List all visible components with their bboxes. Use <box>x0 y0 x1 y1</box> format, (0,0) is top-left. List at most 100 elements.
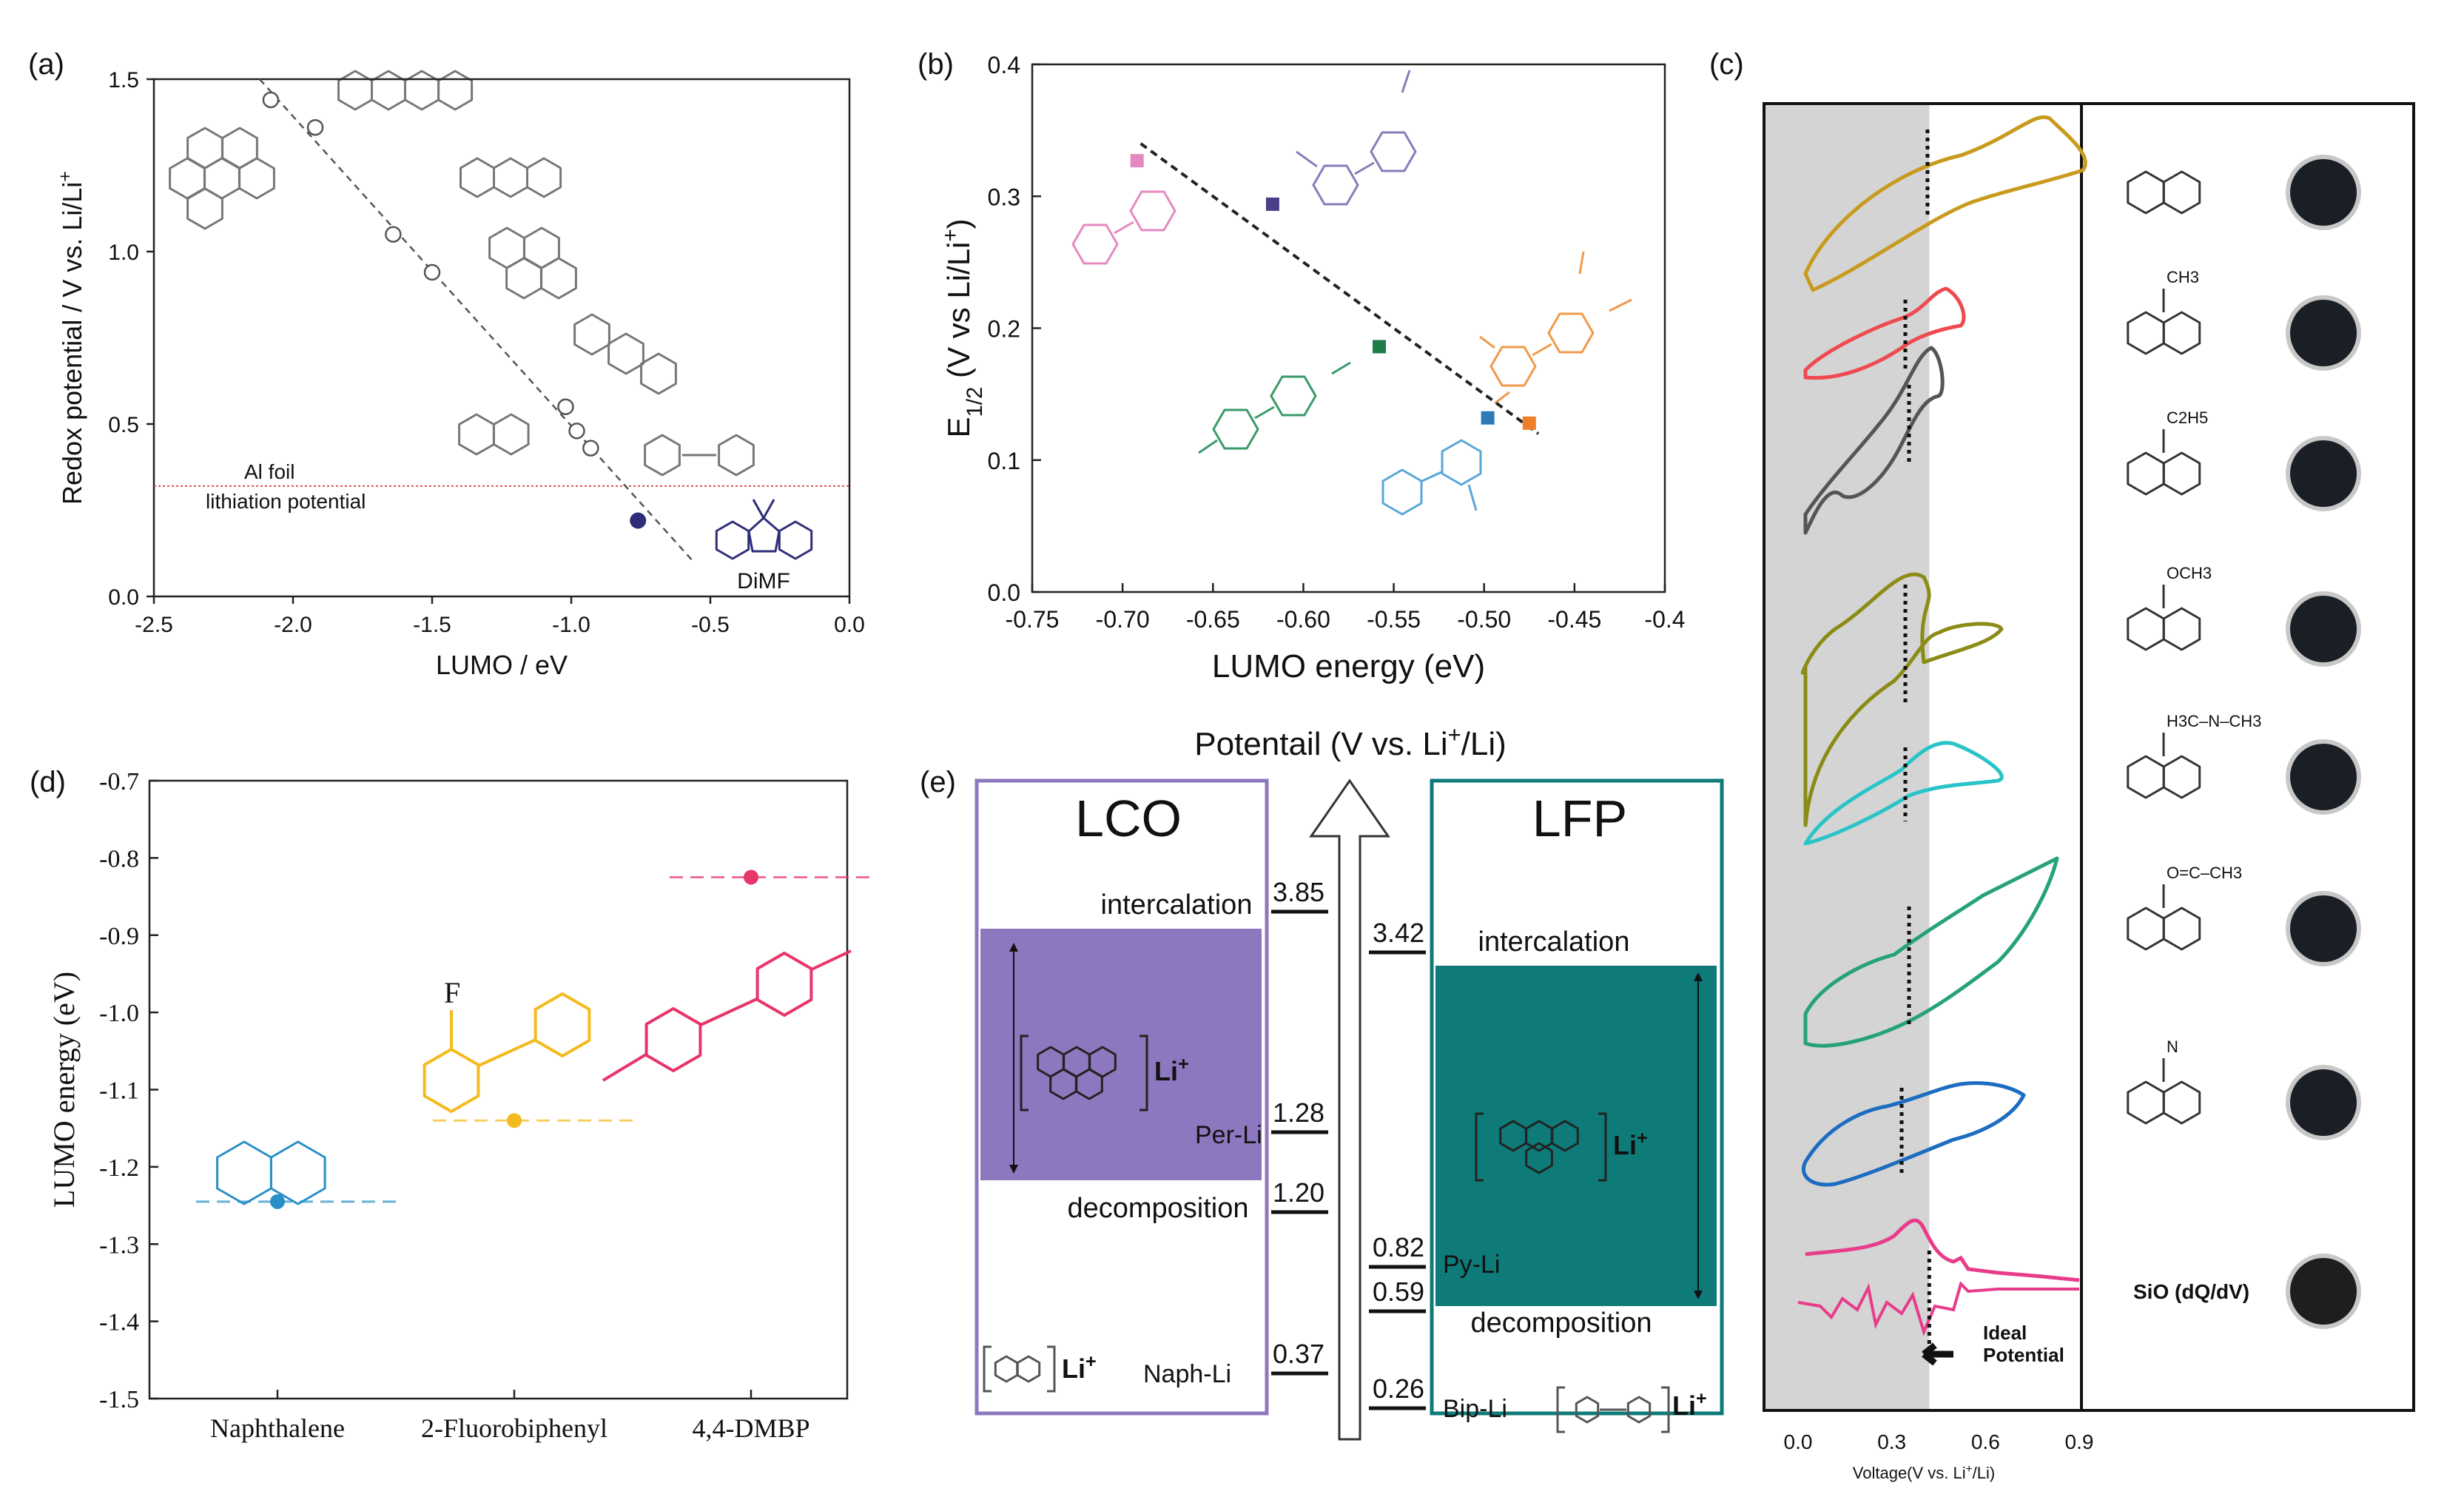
panel-b-axes: -0.75 -0.70 -0.65 -0.60 -0.55 -0.50 -0.45 -0.4 0… <box>938 52 1686 684</box>
tetracene-structure <box>337 70 474 111</box>
y-tick-label: 0.4 <box>988 52 1020 78</box>
per-li-ion: Li+ <box>1154 1054 1189 1086</box>
sio-label: SiO (dQ/dV) <box>2133 1280 2249 1303</box>
x-tick-label: -0.70 <box>1096 606 1150 633</box>
data-point <box>1265 197 1279 211</box>
lco-box <box>975 778 1269 1416</box>
benzene-ring <box>573 313 610 356</box>
cv-curve <box>1800 572 2004 827</box>
purple-biphenyl-bond <box>1354 161 1375 175</box>
x-axis-title: Voltage(V vs. Li+/Li) <box>1853 1463 1995 1483</box>
ideal-label-1: Ideal <box>1983 1322 2027 1344</box>
naphthalene-structure <box>2127 311 2201 355</box>
benzene-ring <box>607 332 644 375</box>
potential-axis-title-part-1: + <box>1448 721 1461 747</box>
benzene-ring <box>1626 1396 1652 1424</box>
per-li-ion-part-0: Li <box>1154 1056 1178 1086</box>
x-axis-title-part-0: Voltage(V vs. Li <box>1853 1464 1966 1482</box>
benzene-ring <box>1381 468 1423 516</box>
benzene-ring <box>778 520 813 560</box>
methyl <box>1198 439 1218 454</box>
4,4-dmbp-structure <box>602 949 852 1082</box>
anthracene-structure-ring <box>493 157 528 198</box>
tetracene-structure-ring <box>437 70 474 111</box>
pyrene-structure <box>488 226 577 300</box>
data-point-dimf <box>630 512 647 529</box>
sio-electrode-photo <box>2286 1254 2361 1329</box>
tetracene-structure-ring <box>404 70 440 111</box>
cv-curve <box>1803 115 2087 292</box>
y-tick-label: 0.2 <box>988 316 1020 343</box>
bracket-right <box>1140 1035 1148 1111</box>
lco-decomposition: decomposition <box>1067 1193 1248 1224</box>
x-axis-title-part-2: /Li) <box>1973 1464 1996 1482</box>
electrode-photo <box>2286 155 2361 230</box>
y-tick-label: -0.9 <box>99 923 139 950</box>
lco-level-value: 0.37 <box>1273 1339 1324 1369</box>
data-point <box>306 118 324 136</box>
panel-a-axes: -2.5 -2.0 -1.5 -1.0 -0.5 0.0 0.0 0.5 1.0 1.5 LUMO … <box>55 68 865 680</box>
green-dimethylbiphenyl <box>1198 361 1351 454</box>
naphthalene-structure-ring <box>2127 170 2165 215</box>
bip-li-structure <box>1556 1386 1670 1433</box>
panel-e: (e) LCO LFP intercalation intercalation deco… <box>920 721 1724 1441</box>
methyl <box>752 499 765 519</box>
naphthalene-structure-ring <box>2162 906 2201 951</box>
methyl <box>1296 150 1318 168</box>
benzene-ring <box>186 187 223 230</box>
pink-biphenyl-ring <box>1129 190 1177 232</box>
y-tick-label: -1.3 <box>99 1231 139 1259</box>
dqdv-curve-upper <box>1805 1218 2080 1282</box>
y-tick-label: 0.3 <box>988 184 1020 210</box>
orange-biphenyl <box>1489 312 1595 387</box>
x-tick-label: -0.65 <box>1186 606 1240 633</box>
lumo-level-point <box>744 869 758 885</box>
substituent-label: O=C–CH3 <box>2167 864 2242 882</box>
naphthalene-structure-ring <box>2162 755 2201 799</box>
methyl <box>1467 484 1478 511</box>
naph-li-ion: Li+ <box>1062 1351 1097 1384</box>
methyl <box>1331 361 1351 375</box>
panel-b-molecules <box>1071 70 1632 516</box>
methyl <box>1494 391 1510 405</box>
ideal-potential-arrow <box>1922 1342 1953 1366</box>
bond <box>1421 471 1442 482</box>
panel-label-a: (a) <box>28 48 64 81</box>
y-tick-label: -1.4 <box>99 1309 139 1336</box>
benzene-ring <box>1525 1142 1553 1174</box>
phenanthrene-structure <box>573 313 677 395</box>
anthracene-structure <box>460 157 562 198</box>
substituent-label: C2H5 <box>2167 408 2208 427</box>
green-biphenyl <box>1212 375 1317 450</box>
x-tick-label: -1.0 <box>552 613 590 637</box>
y-axis-title-part-1: 1/2 <box>963 387 987 417</box>
x-tick-label: -0.4 <box>1644 606 1685 633</box>
plot-frame <box>1031 63 1666 593</box>
dimf-label: DiMF <box>737 569 790 593</box>
substituent-label: OCH3 <box>2167 564 2212 582</box>
naphthalene-structure <box>216 1140 326 1205</box>
naphthalene-structure-ring <box>2162 170 2201 215</box>
benzene-ring <box>238 157 275 200</box>
benzene-ring <box>1016 1355 1041 1383</box>
electrode-photo <box>2286 436 2361 511</box>
purple-biphenyl <box>1312 131 1417 206</box>
data-point <box>557 398 574 415</box>
naphthalene-structure <box>2127 607 2201 651</box>
orange-biphenyl-ring <box>1489 346 1537 387</box>
pink-biphenyl-bond <box>1114 221 1134 235</box>
y-axis-title-part-3: + <box>938 229 963 241</box>
orange-biphenyl-bond <box>1532 343 1552 357</box>
methyl <box>811 949 852 971</box>
naphthalene-structure <box>2127 1080 2201 1125</box>
x-axis-title: LUMO energy (eV) <box>1212 648 1485 684</box>
naph-li-ion-part-1: + <box>1085 1351 1097 1372</box>
potential-axis-title-part-2: /Li) <box>1461 726 1507 762</box>
data-point <box>1522 416 1536 430</box>
panel-a-molecules: DiMF <box>169 70 813 593</box>
electrode-photo <box>2286 591 2361 667</box>
substituent-label: N <box>2167 1037 2178 1056</box>
benzene-ring <box>1575 1396 1600 1424</box>
lithiation-potential-label: lithiation potential <box>206 490 366 513</box>
electrode-photo <box>2286 1065 2361 1140</box>
